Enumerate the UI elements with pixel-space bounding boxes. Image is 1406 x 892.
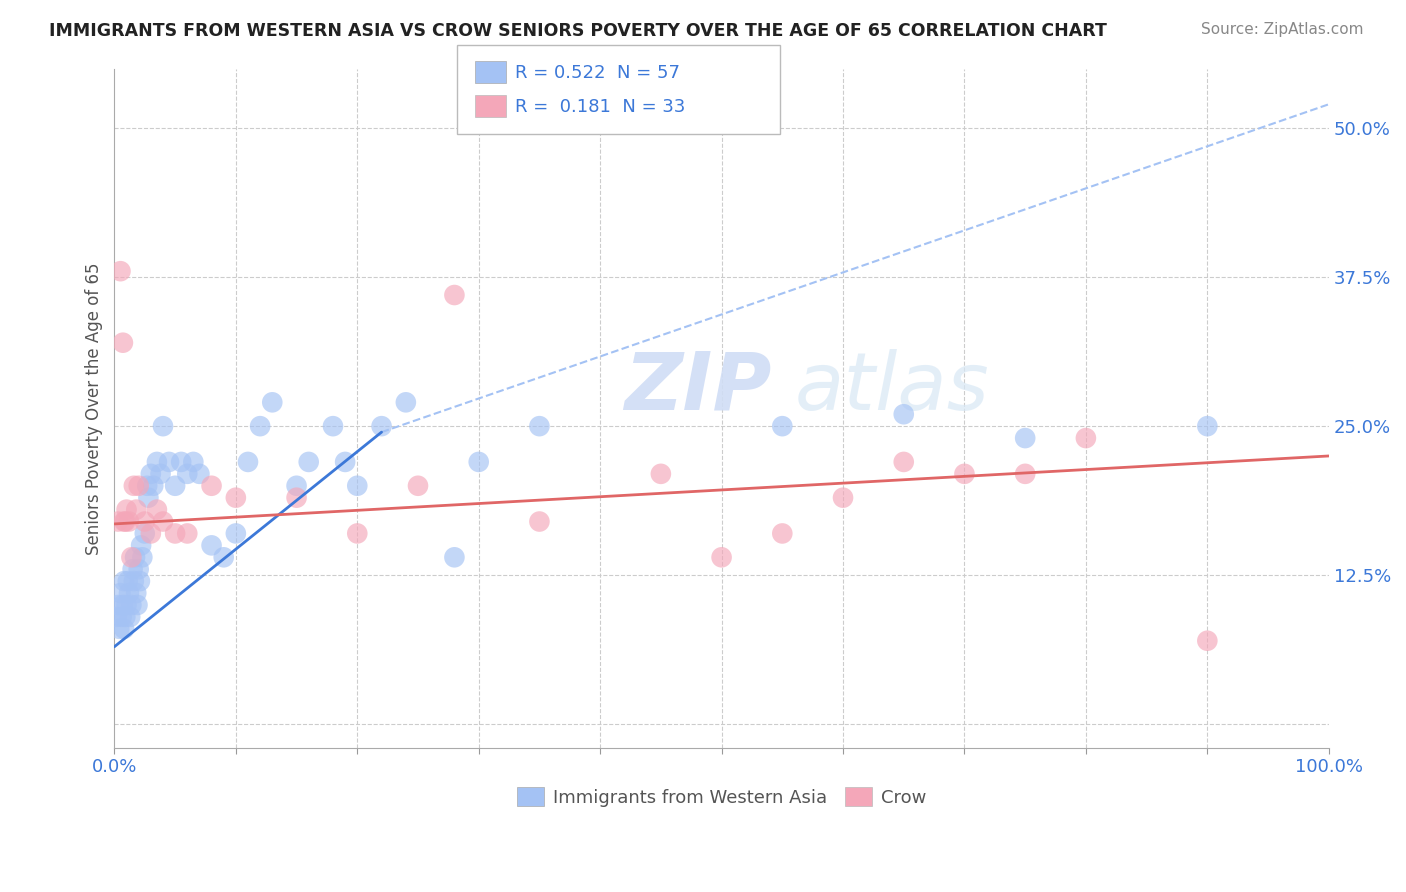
Point — [122, 479, 145, 493]
Point — [285, 479, 308, 493]
Point — [832, 491, 855, 505]
Legend: Immigrants from Western Asia, Crow: Immigrants from Western Asia, Crow — [509, 780, 934, 814]
Point — [249, 419, 271, 434]
Point — [125, 586, 148, 600]
Point — [346, 479, 368, 493]
Point — [1014, 467, 1036, 481]
Point — [142, 479, 165, 493]
Text: ZIP: ZIP — [624, 349, 772, 427]
Point — [770, 419, 793, 434]
Point — [176, 467, 198, 481]
Point — [108, 622, 131, 636]
Point — [443, 288, 465, 302]
Point — [1197, 633, 1219, 648]
Point — [157, 455, 180, 469]
Point — [188, 467, 211, 481]
Text: R =  0.181  N = 33: R = 0.181 N = 33 — [515, 98, 685, 116]
Point — [285, 491, 308, 505]
Point — [112, 574, 135, 588]
Point — [443, 550, 465, 565]
Point — [1197, 419, 1219, 434]
Point — [136, 479, 159, 493]
Point — [112, 515, 135, 529]
Point — [111, 610, 134, 624]
Point — [395, 395, 418, 409]
Point — [120, 598, 142, 612]
Point — [118, 515, 141, 529]
Point — [1014, 431, 1036, 445]
Point — [122, 574, 145, 588]
Point — [138, 491, 160, 505]
Text: atlas: atlas — [794, 349, 990, 427]
Point — [650, 467, 672, 481]
Point — [129, 574, 152, 588]
Point — [467, 455, 489, 469]
Point — [121, 562, 143, 576]
Point — [770, 526, 793, 541]
Point — [110, 264, 132, 278]
Point — [176, 526, 198, 541]
Text: Source: ZipAtlas.com: Source: ZipAtlas.com — [1201, 22, 1364, 37]
Point — [114, 610, 136, 624]
Point — [152, 419, 174, 434]
Point — [129, 538, 152, 552]
Point — [370, 419, 392, 434]
Point — [322, 419, 344, 434]
Point — [120, 610, 142, 624]
Point — [893, 407, 915, 421]
Point — [110, 586, 132, 600]
Point — [529, 419, 551, 434]
Point — [127, 598, 149, 612]
Point — [131, 550, 153, 565]
Text: IMMIGRANTS FROM WESTERN ASIA VS CROW SENIORS POVERTY OVER THE AGE OF 65 CORRELAT: IMMIGRANTS FROM WESTERN ASIA VS CROW SEN… — [49, 22, 1107, 40]
Point — [120, 550, 142, 565]
Point — [953, 467, 976, 481]
Point — [114, 515, 136, 529]
Point — [212, 550, 235, 565]
Point — [139, 467, 162, 481]
Point — [152, 515, 174, 529]
Point — [125, 502, 148, 516]
Point — [893, 455, 915, 469]
Point — [200, 538, 222, 552]
Point — [107, 598, 129, 612]
Point — [298, 455, 321, 469]
Point — [236, 455, 259, 469]
Point — [115, 598, 138, 612]
Point — [139, 526, 162, 541]
Point — [146, 455, 169, 469]
Y-axis label: Seniors Poverty Over the Age of 65: Seniors Poverty Over the Age of 65 — [86, 262, 103, 555]
Point — [165, 526, 187, 541]
Point — [107, 515, 129, 529]
Point — [146, 502, 169, 516]
Point — [165, 479, 187, 493]
Text: R = 0.522  N = 57: R = 0.522 N = 57 — [515, 64, 679, 82]
Point — [262, 395, 284, 409]
Point — [710, 550, 733, 565]
Point — [225, 491, 247, 505]
Point — [118, 586, 141, 600]
Point — [111, 335, 134, 350]
Point — [128, 479, 150, 493]
Point — [112, 622, 135, 636]
Point — [170, 455, 193, 469]
Point — [1074, 431, 1097, 445]
Point — [134, 526, 156, 541]
Point — [117, 574, 139, 588]
Point — [111, 598, 134, 612]
Point — [128, 562, 150, 576]
Point — [333, 455, 356, 469]
Point — [134, 515, 156, 529]
Point — [105, 610, 128, 624]
Point — [406, 479, 429, 493]
Point — [115, 502, 138, 516]
Point — [200, 479, 222, 493]
Point — [149, 467, 172, 481]
Point — [225, 526, 247, 541]
Point — [346, 526, 368, 541]
Point — [183, 455, 205, 469]
Point — [529, 515, 551, 529]
Point — [124, 550, 146, 565]
